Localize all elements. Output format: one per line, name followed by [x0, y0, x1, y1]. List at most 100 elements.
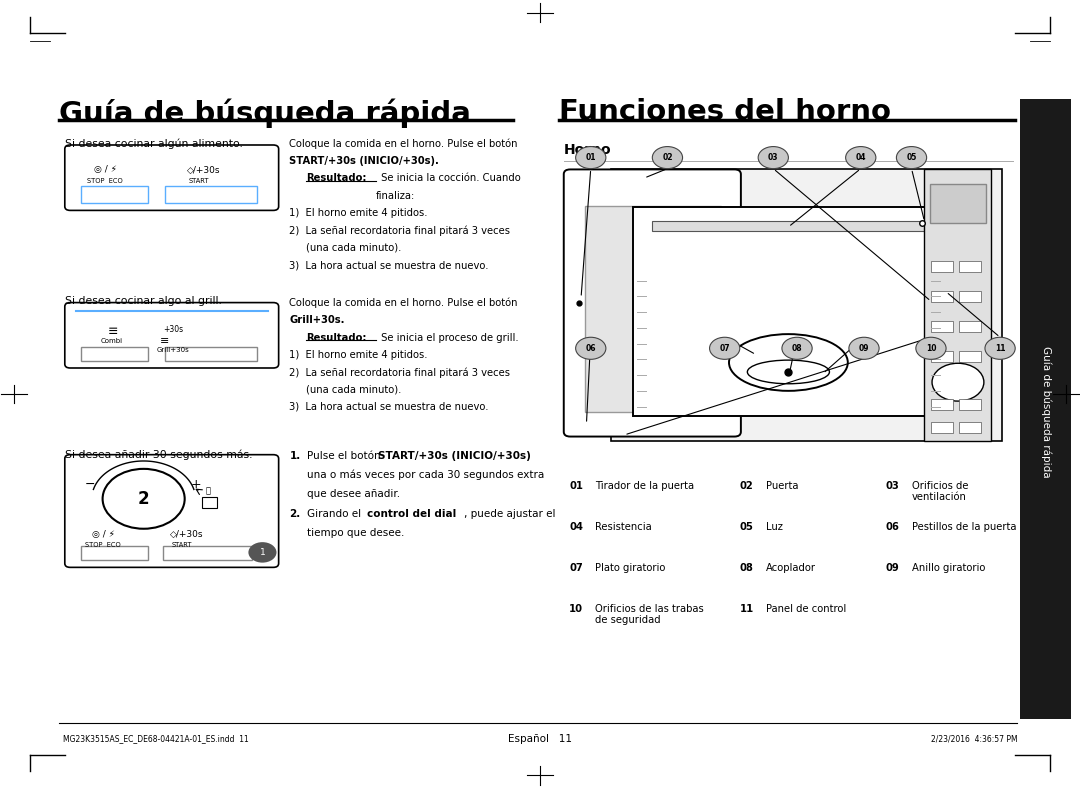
Circle shape — [576, 147, 606, 169]
Bar — [931, 321, 953, 332]
Text: Se inicia la cocción. Cuando: Se inicia la cocción. Cuando — [378, 173, 521, 184]
Text: Resistencia: Resistencia — [595, 522, 652, 532]
Text: Luz: Luz — [766, 522, 783, 532]
Bar — [931, 351, 953, 362]
Text: 01: 01 — [569, 481, 583, 491]
Circle shape — [849, 337, 879, 359]
Text: 10: 10 — [569, 604, 583, 614]
Text: 06: 06 — [585, 344, 596, 353]
Circle shape — [248, 542, 276, 563]
Text: 2/23/2016  4:36:57 PM: 2/23/2016 4:36:57 PM — [931, 734, 1017, 743]
Text: 02: 02 — [740, 481, 754, 491]
Text: 07: 07 — [569, 563, 583, 573]
Text: Guía de búsqueda rápida: Guía de búsqueda rápida — [59, 98, 471, 128]
Text: 03: 03 — [768, 153, 779, 162]
FancyBboxPatch shape — [564, 169, 741, 437]
Text: ◎ / ⚡: ◎ / ⚡ — [94, 165, 117, 174]
Text: 04: 04 — [569, 522, 583, 532]
Circle shape — [782, 337, 812, 359]
Text: Si desea añadir 30 segundos más.: Si desea añadir 30 segundos más. — [65, 449, 253, 459]
Text: 2: 2 — [138, 490, 149, 507]
Text: 07: 07 — [719, 344, 730, 353]
Text: que desee añadir.: que desee añadir. — [307, 489, 400, 499]
Bar — [81, 347, 148, 361]
Text: Orificios de
ventilación: Orificios de ventilación — [912, 481, 968, 502]
Bar — [585, 206, 721, 412]
Text: control del dial: control del dial — [367, 509, 457, 519]
Text: Acoplador: Acoplador — [766, 563, 815, 573]
Text: START/+30s (INICIO/+30s): START/+30s (INICIO/+30s) — [378, 451, 531, 461]
Bar — [165, 347, 257, 361]
Bar — [81, 546, 148, 560]
Circle shape — [896, 147, 927, 169]
Text: 06: 06 — [886, 522, 900, 532]
Text: ≡: ≡ — [108, 325, 119, 337]
Bar — [959, 351, 981, 362]
Circle shape — [985, 337, 1015, 359]
Text: 09: 09 — [886, 563, 900, 573]
Bar — [165, 186, 257, 203]
Text: ◎ / ⚡: ◎ / ⚡ — [92, 530, 114, 539]
Text: , puede ajustar el: , puede ajustar el — [464, 509, 556, 519]
Bar — [163, 546, 252, 560]
FancyBboxPatch shape — [65, 303, 279, 368]
FancyBboxPatch shape — [65, 145, 279, 210]
Text: ◇/+30s: ◇/+30s — [187, 165, 220, 174]
Text: 11: 11 — [995, 344, 1005, 353]
Circle shape — [710, 337, 740, 359]
Text: (una cada minuto).: (una cada minuto). — [306, 243, 401, 253]
Text: Grill+30s: Grill+30s — [157, 347, 189, 353]
Text: Resultado:: Resultado: — [306, 333, 366, 343]
Text: 1: 1 — [259, 548, 266, 557]
Text: 3)  La hora actual se muestra de nuevo.: 3) La hora actual se muestra de nuevo. — [289, 260, 489, 270]
Text: 08: 08 — [740, 563, 754, 573]
Text: Español   11: Español 11 — [508, 734, 572, 745]
Bar — [81, 186, 148, 203]
Text: 02: 02 — [662, 153, 673, 162]
Circle shape — [576, 337, 606, 359]
Text: Resultado:: Resultado: — [306, 173, 366, 184]
Circle shape — [916, 337, 946, 359]
Text: Guía de búsqueda rápida: Guía de búsqueda rápida — [1041, 345, 1051, 478]
Text: Se inicia el proceso de grill.: Se inicia el proceso de grill. — [378, 333, 518, 343]
Bar — [959, 291, 981, 302]
Text: finaliza:: finaliza: — [376, 191, 415, 201]
Text: una o más veces por cada 30 segundos extra: una o más veces por cada 30 segundos ext… — [307, 470, 544, 480]
Text: 11: 11 — [740, 604, 754, 614]
Text: START/+30s (INICIO/+30s).: START/+30s (INICIO/+30s). — [289, 156, 440, 166]
Circle shape — [846, 147, 876, 169]
Text: +: + — [190, 478, 201, 491]
Bar — [959, 321, 981, 332]
Text: 1)  El horno emite 4 pitidos.: 1) El horno emite 4 pitidos. — [289, 350, 428, 360]
Text: 🔒: 🔒 — [206, 486, 211, 496]
Text: Grill+30s.: Grill+30s. — [289, 315, 345, 325]
Bar — [931, 399, 953, 410]
Circle shape — [103, 469, 185, 529]
Bar — [1020, 99, 1071, 719]
Text: Si desea cocinar algún alimento.: Si desea cocinar algún alimento. — [65, 139, 243, 149]
Text: (una cada minuto).: (una cada minuto). — [306, 385, 401, 395]
Text: 09: 09 — [859, 344, 869, 353]
Text: 01: 01 — [585, 153, 596, 162]
Bar — [931, 422, 953, 433]
Text: +30s: +30s — [163, 325, 184, 333]
Text: 04: 04 — [855, 153, 866, 162]
Text: 1)  El horno emite 4 pitidos.: 1) El horno emite 4 pitidos. — [289, 208, 428, 218]
Text: ≡: ≡ — [160, 336, 170, 346]
Text: 10: 10 — [926, 344, 936, 353]
Text: STOP  ECO: STOP ECO — [87, 178, 123, 184]
Text: Pulse el botón: Pulse el botón — [307, 451, 383, 461]
Bar — [959, 422, 981, 433]
Text: −: − — [84, 478, 95, 491]
Bar — [924, 169, 991, 441]
Text: ◇/+30s: ◇/+30s — [170, 530, 203, 539]
Ellipse shape — [729, 334, 848, 391]
Text: Girando el: Girando el — [307, 509, 364, 519]
Text: 1.: 1. — [289, 451, 300, 461]
Text: 05: 05 — [740, 522, 754, 532]
Text: 08: 08 — [792, 344, 802, 353]
Text: START: START — [172, 542, 192, 548]
Text: 3)  La hora actual se muestra de nuevo.: 3) La hora actual se muestra de nuevo. — [289, 402, 489, 412]
Text: MG23K3515AS_EC_DE68-04421A-01_ES.indd  11: MG23K3515AS_EC_DE68-04421A-01_ES.indd 11 — [63, 734, 248, 743]
Text: Si desea cocinar algo al grill.: Si desea cocinar algo al grill. — [65, 296, 221, 307]
